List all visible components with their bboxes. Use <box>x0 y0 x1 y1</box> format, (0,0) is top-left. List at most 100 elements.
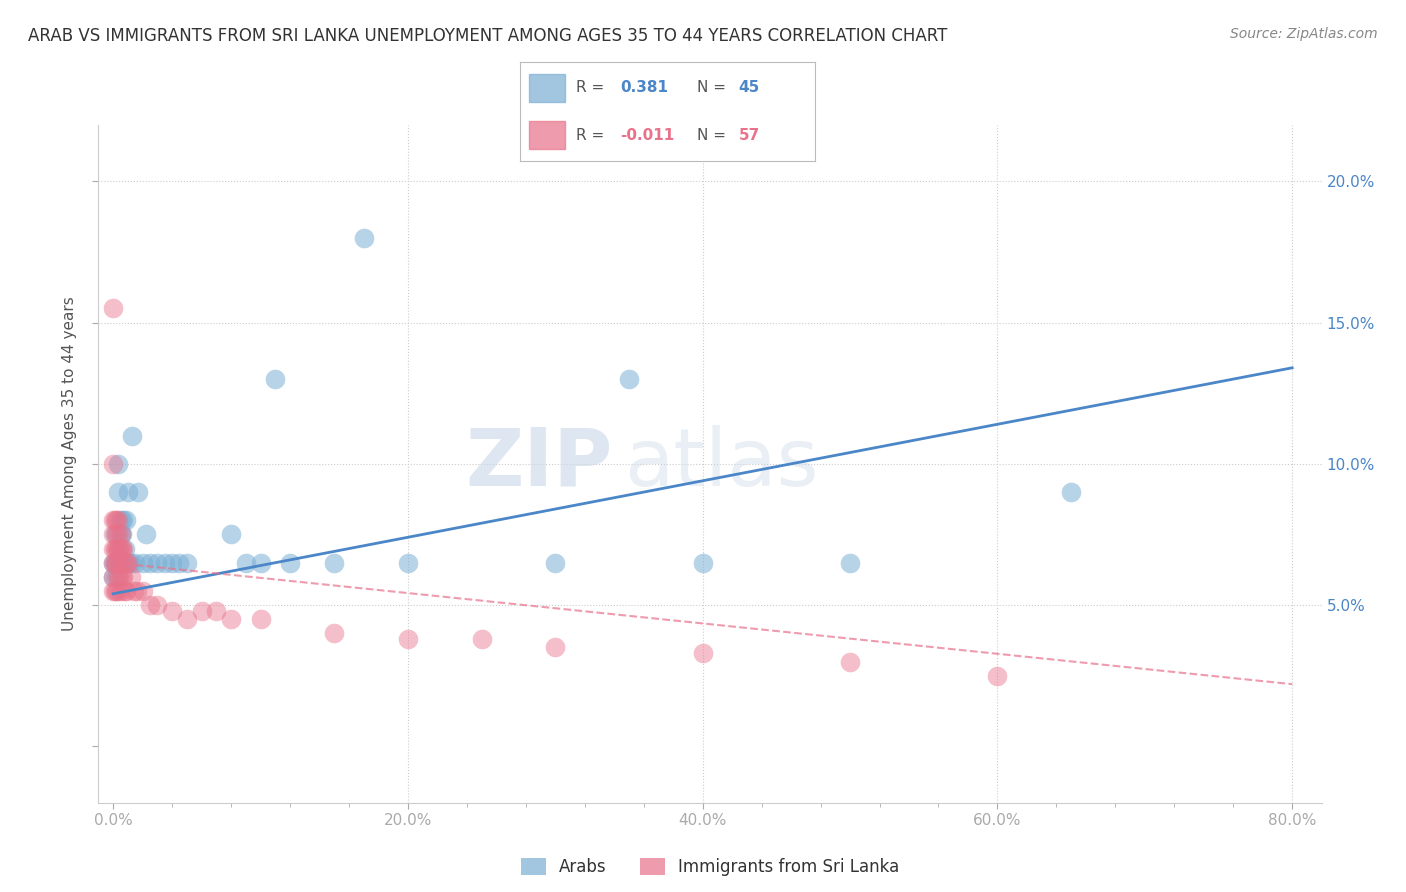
Point <box>323 556 346 570</box>
Text: Source: ZipAtlas.com: Source: ZipAtlas.com <box>1230 27 1378 41</box>
Point <box>111 541 134 556</box>
Point <box>107 584 129 599</box>
Point <box>101 570 124 584</box>
Point <box>112 513 135 527</box>
Point <box>107 457 129 471</box>
Point <box>108 541 131 556</box>
Point <box>107 485 129 500</box>
Point <box>110 556 132 570</box>
Point <box>122 584 145 599</box>
Point <box>112 541 135 556</box>
Point <box>101 541 124 556</box>
Point <box>396 632 419 646</box>
Point <box>146 556 169 570</box>
Point <box>249 556 271 570</box>
Point <box>839 655 862 669</box>
Point <box>101 584 124 599</box>
Point <box>131 584 153 599</box>
Point <box>219 612 242 626</box>
Text: ARAB VS IMMIGRANTS FROM SRI LANKA UNEMPLOYMENT AMONG AGES 35 TO 44 YEARS CORRELA: ARAB VS IMMIGRANTS FROM SRI LANKA UNEMPL… <box>28 27 948 45</box>
Text: 57: 57 <box>738 128 761 143</box>
Point <box>110 527 132 541</box>
Point <box>104 513 127 527</box>
Point <box>131 556 153 570</box>
Point <box>110 513 132 527</box>
Text: 0.381: 0.381 <box>620 80 669 95</box>
Point <box>114 584 136 599</box>
Text: 45: 45 <box>738 80 761 95</box>
Point <box>101 301 124 316</box>
Point <box>105 513 128 527</box>
Point <box>986 669 1008 683</box>
Point <box>278 556 301 570</box>
Point <box>139 598 162 612</box>
Point <box>112 556 135 570</box>
Point <box>124 556 146 570</box>
Point <box>121 428 143 442</box>
Point <box>125 584 148 599</box>
Point <box>114 541 136 556</box>
Legend: Arabs, Immigrants from Sri Lanka: Arabs, Immigrants from Sri Lanka <box>520 857 900 876</box>
Point <box>219 527 242 541</box>
Bar <box>529 121 565 149</box>
Point <box>176 556 198 570</box>
Text: atlas: atlas <box>624 425 818 503</box>
Text: ZIP: ZIP <box>465 425 612 503</box>
Point <box>235 556 257 570</box>
Point <box>108 556 131 570</box>
Point <box>146 598 169 612</box>
Point <box>105 527 128 541</box>
Point <box>110 556 132 570</box>
Y-axis label: Unemployment Among Ages 35 to 44 years: Unemployment Among Ages 35 to 44 years <box>62 296 77 632</box>
Point <box>110 541 132 556</box>
Point <box>107 570 129 584</box>
Point <box>115 556 138 570</box>
Text: N =: N = <box>697 128 731 143</box>
Point <box>190 604 212 618</box>
Point <box>104 556 127 570</box>
Text: R =: R = <box>576 128 609 143</box>
Point <box>264 372 287 386</box>
Point <box>104 527 127 541</box>
Point <box>117 485 139 500</box>
Point <box>153 556 176 570</box>
Point <box>105 541 128 556</box>
Text: R =: R = <box>576 80 609 95</box>
Point <box>110 527 132 541</box>
Point <box>396 556 419 570</box>
Point <box>107 541 129 556</box>
Point <box>101 570 124 584</box>
Point <box>323 626 346 640</box>
Point <box>115 513 138 527</box>
Point <box>112 570 135 584</box>
Bar <box>529 74 565 102</box>
Point <box>111 570 134 584</box>
Point <box>120 556 142 570</box>
Point <box>110 584 132 599</box>
Point <box>105 556 128 570</box>
Point <box>107 541 129 556</box>
Point <box>135 527 157 541</box>
Point <box>105 556 128 570</box>
Point <box>544 556 567 570</box>
Point <box>471 632 494 646</box>
Point <box>249 612 271 626</box>
Point <box>107 556 129 570</box>
Point <box>692 556 714 570</box>
Point <box>176 612 198 626</box>
Point <box>120 570 142 584</box>
Point <box>617 372 640 386</box>
Point <box>353 231 375 245</box>
Point <box>115 584 138 599</box>
Point <box>544 640 567 655</box>
Point <box>117 556 139 570</box>
Point <box>839 556 862 570</box>
Point <box>105 570 128 584</box>
Point <box>169 556 191 570</box>
Point <box>107 513 129 527</box>
Text: N =: N = <box>697 80 731 95</box>
Point <box>114 556 136 570</box>
Point <box>205 604 228 618</box>
Point <box>108 570 131 584</box>
Point <box>111 527 134 541</box>
